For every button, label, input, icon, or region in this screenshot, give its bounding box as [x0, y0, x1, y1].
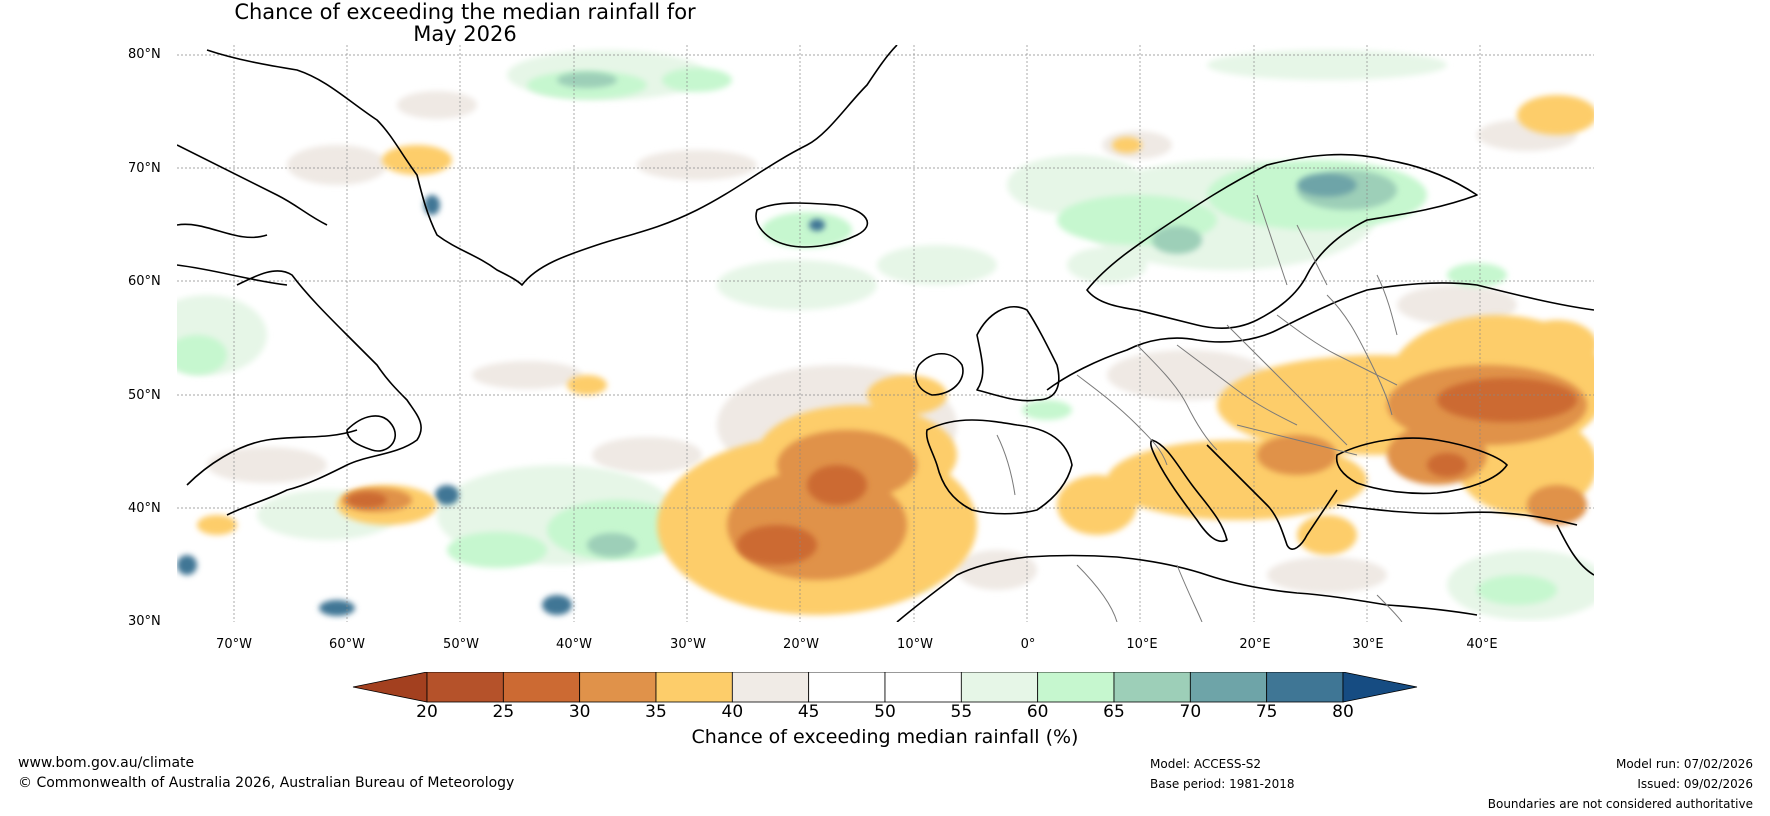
- lat-label-50n: 50°N: [128, 388, 161, 403]
- turkey-coast: [1336, 504, 1594, 576]
- footer-model: Model: ACCESS-S2: [1150, 757, 1262, 771]
- colorbar-tick-label: 30: [568, 702, 591, 722]
- colorbar-cell: [1189, 672, 1268, 703]
- colorbar-cell: [426, 672, 504, 703]
- footer-base-period: Base period: 1981-2018: [1150, 777, 1295, 791]
- colorbar-tick-label: 50: [874, 702, 896, 722]
- lon-label-40w: 40°W: [556, 637, 592, 652]
- north-africa-coast: [896, 554, 1478, 622]
- colorbar-tick-label: 35: [645, 702, 667, 722]
- lat-label-30n: 30°N: [128, 614, 161, 629]
- footer-model-run: Model run: 07/02/2026: [1615, 757, 1753, 771]
- colorbar-cell: [808, 672, 886, 703]
- lon-label-40e: 40°E: [1466, 637, 1498, 652]
- black-sea-coast: [1335, 437, 1508, 495]
- ireland-coast: [915, 352, 964, 396]
- colorbar-extend-low: [352, 672, 428, 703]
- italy-coast: [1150, 439, 1228, 542]
- lon-label-50w: 50°W: [443, 637, 479, 652]
- country-borders: [996, 194, 1403, 622]
- europe-north-coast: [1046, 282, 1594, 391]
- colorbar-extend-high: [1342, 672, 1418, 703]
- lon-label-20w: 20°W: [783, 637, 819, 652]
- graticule: [177, 45, 1594, 622]
- lat-label-70n: 70°N: [128, 161, 161, 176]
- lon-label-20e: 20°E: [1239, 637, 1271, 652]
- greenland-coast: [206, 45, 898, 286]
- colorbar: [352, 672, 1418, 703]
- colorbar-tick-label: 25: [492, 702, 515, 722]
- map-canvas: [177, 45, 1594, 622]
- colorbar-cell: [1266, 672, 1344, 703]
- lon-label-0: 0°: [1020, 637, 1036, 652]
- footer-copyright: © Commonwealth of Australia 2026, Austra…: [18, 775, 515, 791]
- map-title: Chance of exceeding the median rainfall …: [0, 0, 1770, 24]
- colorbar-cell: [1037, 672, 1115, 703]
- colorbar-cell: [960, 672, 1039, 703]
- baffin-coast: [177, 144, 328, 286]
- colorbar-cell: [731, 672, 810, 703]
- lon-label-30w: 30°W: [670, 637, 706, 652]
- colorbar-label: Chance of exceeding median rainfall (%): [691, 726, 1079, 748]
- colorbar-tick-label: 40: [721, 702, 744, 722]
- colorbar-cell: [1113, 672, 1191, 703]
- colorbar-tick-label: 70: [1179, 702, 1202, 722]
- colorbar-cell: [502, 672, 581, 703]
- lon-label-60w: 60°W: [329, 637, 365, 652]
- dark-orange-probability-areas: [347, 378, 1577, 565]
- newfoundland-coast: [346, 415, 396, 452]
- footer-disclaimer: Boundaries are not considered authoritat…: [1487, 797, 1753, 811]
- scandinavia-coast: [1086, 153, 1478, 330]
- teal-probability-areas: [177, 72, 1397, 616]
- colorbar-cell: [884, 672, 962, 703]
- forecast-map: [177, 45, 1594, 622]
- lon-label-10w: 10°W: [897, 637, 933, 652]
- colorbar-cell: [579, 672, 657, 703]
- colorbar-cell: [655, 672, 733, 703]
- lon-label-30e: 30°E: [1352, 637, 1384, 652]
- colorbar-tick-label: 20: [416, 702, 438, 722]
- labrador-coast: [186, 270, 422, 516]
- footer-website: www.bom.gov.au/climate: [18, 755, 195, 771]
- lat-label-60n: 60°N: [128, 274, 161, 289]
- colorbar-tick-label: 80: [1332, 702, 1354, 722]
- colorbar-tick-label: 45: [797, 702, 820, 722]
- colorbar-tick-label: 65: [1103, 702, 1125, 722]
- iceland-coast: [755, 202, 869, 248]
- colorbar-tick-label: 55: [950, 702, 973, 722]
- footer-issued: Issued: 09/02/2026: [1637, 777, 1753, 791]
- balkans-coast: [1206, 444, 1338, 550]
- title-line-2: May 2026: [413, 22, 517, 46]
- great-britain-coast: [976, 306, 1060, 402]
- colorbar-tick-label: 60: [1026, 702, 1049, 722]
- lat-label-80n: 80°N: [128, 47, 161, 62]
- coastlines: [177, 45, 1594, 622]
- colorbar-tick-label: 75: [1255, 702, 1278, 722]
- iberia-coast: [925, 419, 1073, 515]
- title-line-1: Chance of exceeding the median rainfall …: [234, 0, 696, 24]
- lon-label-70w: 70°W: [216, 637, 252, 652]
- lat-label-40n: 40°N: [128, 501, 161, 516]
- lon-label-10e: 10°E: [1126, 637, 1158, 652]
